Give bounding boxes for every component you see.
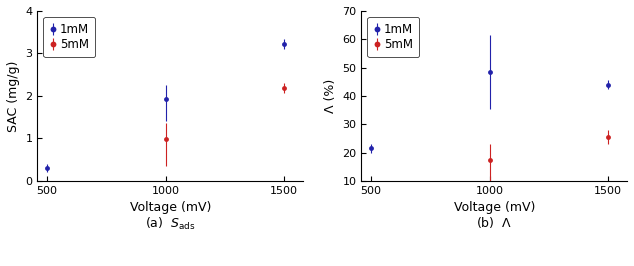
Y-axis label: Λ (%): Λ (%) <box>324 79 337 113</box>
X-axis label: Voltage (mV): Voltage (mV) <box>453 201 535 214</box>
Legend: 1mM, 5mM: 1mM, 5mM <box>367 17 419 57</box>
X-axis label: Voltage (mV): Voltage (mV) <box>129 201 211 214</box>
Y-axis label: SAC (mg/g): SAC (mg/g) <box>7 60 20 132</box>
Text: (b)  $\Lambda$: (b) $\Lambda$ <box>476 215 512 230</box>
Legend: 1mM, 5mM: 1mM, 5mM <box>43 17 95 57</box>
Text: (a)  $S_{\mathrm{ads}}$: (a) $S_{\mathrm{ads}}$ <box>145 215 195 232</box>
